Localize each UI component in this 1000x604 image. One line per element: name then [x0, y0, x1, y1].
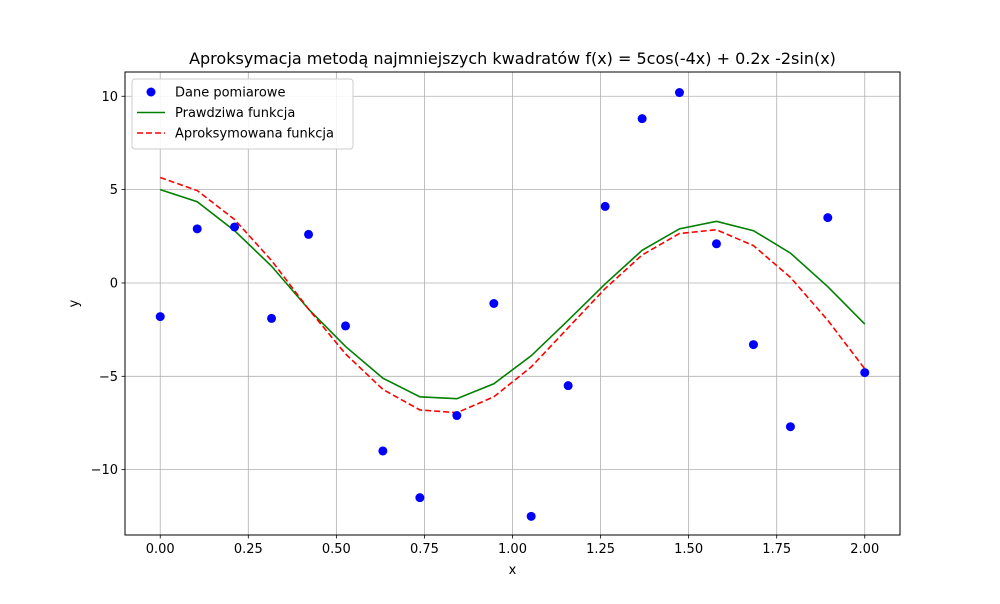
y-axis-label: y	[67, 299, 82, 307]
data-point	[526, 511, 536, 521]
plot-area	[155, 88, 870, 521]
legend: Dane pomiarowe Prawdziwa funkcja Aproksymo…	[131, 78, 354, 150]
legend-box	[131, 78, 354, 150]
data-point	[600, 201, 610, 211]
data-point	[155, 312, 165, 322]
data-point	[230, 222, 240, 232]
data-point	[304, 229, 314, 239]
series-line	[159, 176, 866, 414]
data-point	[489, 299, 499, 308]
data-point	[711, 239, 721, 249]
legend-marker	[146, 87, 156, 97]
data-point	[860, 368, 870, 378]
data-point	[341, 321, 351, 331]
data-point	[674, 88, 684, 98]
data-point	[748, 340, 758, 350]
data-point	[415, 493, 425, 503]
legend-label: Dane pomiarowe	[175, 86, 285, 101]
data-point	[267, 313, 277, 323]
x-tick-label: 0.50	[322, 542, 351, 557]
y-tick-label: 5	[110, 183, 118, 198]
data-point	[637, 114, 647, 124]
grid	[125, 72, 900, 535]
y-tick-label: −10	[91, 463, 118, 478]
data-point	[563, 381, 573, 391]
x-tick-label: 1.75	[762, 542, 791, 557]
x-tick-label: 0.00	[146, 542, 175, 557]
x-tick-label: 1.50	[674, 542, 703, 557]
data-point	[823, 213, 833, 223]
series-line	[159, 188, 866, 400]
chart-title: Aproksymacja metodą najmniejszych kwadra…	[189, 49, 836, 68]
x-axis-label: x	[509, 563, 517, 578]
x-tick-label: 1.00	[498, 542, 527, 557]
data-point	[378, 446, 388, 456]
legend-label: Prawdziwa funkcja	[175, 106, 295, 121]
y-tick-label: 10	[101, 90, 118, 105]
x-tick-label: 1.25	[586, 542, 615, 557]
legend-label: Aproksymowana funkcja	[175, 127, 334, 142]
y-tick-label: 0	[110, 276, 118, 291]
x-tick-label: 0.75	[410, 542, 439, 557]
y-axis: −10 −5 0 5 10	[91, 90, 125, 478]
y-tick-label: −5	[99, 370, 118, 385]
x-tick-label: 0.25	[234, 542, 263, 557]
data-point	[452, 411, 462, 421]
x-axis: 0.00 0.25 0.50 0.75 1.00 1.25 1.50 1.75 2.00	[146, 535, 879, 557]
data-point	[785, 422, 795, 432]
x-tick-label: 2.00	[850, 542, 879, 557]
data-point	[192, 224, 202, 234]
